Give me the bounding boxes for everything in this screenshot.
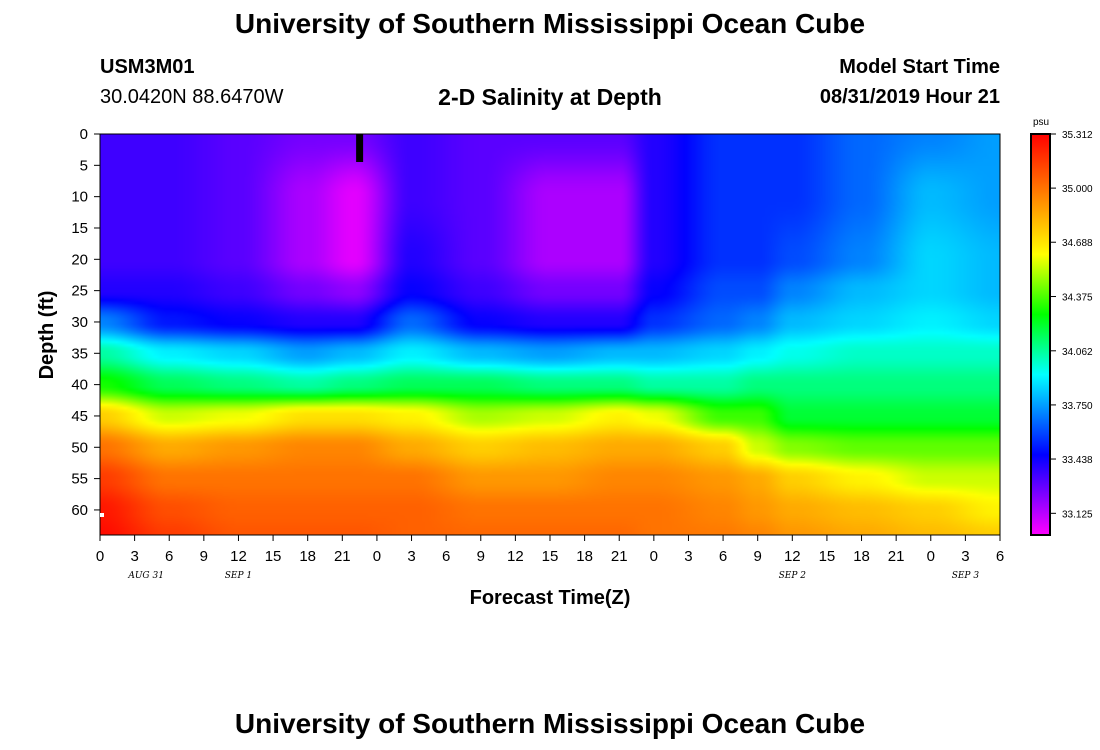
y-tick-label: 35 (71, 345, 88, 362)
station-id: USM3M01 (100, 56, 195, 78)
colorbar-label: 33.438 (1062, 455, 1093, 466)
date-label: SEP 1 (225, 571, 252, 581)
x-tick-label: 15 (542, 548, 559, 565)
model-start-value: 08/31/2019 Hour 21 (819, 86, 1000, 108)
y-tick-label: 5 (80, 157, 88, 174)
x-axis-title: Forecast Time(Z) (470, 587, 631, 609)
y-axis-title: Depth (ft) (36, 291, 58, 380)
x-tick-label: 12 (784, 548, 801, 565)
x-tick-label: 15 (819, 548, 836, 565)
x-tick-label: 9 (200, 548, 208, 565)
x-tick-label: 3 (684, 548, 692, 565)
footer-title: University of Southern Mississippi Ocean… (234, 708, 866, 739)
y-tick-label: 60 (71, 502, 88, 519)
x-tick-label: 15 (265, 548, 282, 565)
salinity-heatmap (100, 134, 1000, 535)
date-label: SEP 3 (952, 571, 980, 581)
x-tick-label: 18 (576, 548, 593, 565)
x-tick-label: 6 (442, 548, 450, 565)
colorbar-unit: psu (1033, 117, 1049, 128)
y-tick-label: 15 (71, 220, 88, 237)
y-tick-label: 50 (71, 439, 88, 456)
y-tick-label: 40 (71, 377, 88, 394)
station-coordinates: 30.0420N 88.6470W (100, 86, 284, 108)
current-time-marker (356, 134, 364, 162)
x-tick-label: 0 (650, 548, 658, 565)
x-tick-label: 21 (334, 548, 351, 565)
y-tick-label: 0 (80, 126, 88, 143)
y-tick-label: 10 (71, 189, 88, 206)
colorbar-ticks: 35.312 35.000 34.688 34.375 34.062 33.750 33.4… (1050, 130, 1093, 520)
surface-marker (100, 513, 104, 517)
colorbar-label: 34.375 (1062, 293, 1093, 304)
colorbar-label: 33.750 (1062, 401, 1093, 412)
x-axis-ticks: 0 3 6 9 12 15 18 21 0 3 6 9 12 15 18 21 0 3 6 9 12 15 18 21 0 3 6 (96, 535, 1004, 565)
x-tick-label: 21 (888, 548, 905, 565)
colorbar (1030, 133, 1051, 536)
colorbar-label: 34.062 (1062, 347, 1093, 358)
x-tick-label: 9 (754, 548, 762, 565)
date-label: SEP 2 (779, 571, 807, 581)
page-title: University of Southern Mississippi Ocean… (234, 8, 866, 39)
colorbar-label: 33.125 (1062, 509, 1093, 520)
date-labels: AUG 31 SEP 1 SEP 2 SEP 3 (127, 571, 979, 581)
x-tick-label: 12 (230, 548, 247, 565)
x-tick-label: 0 (927, 548, 935, 565)
x-tick-label: 12 (507, 548, 524, 565)
y-tick-label: 45 (71, 408, 88, 425)
y-tick-label: 30 (71, 314, 88, 331)
colorbar-label: 35.000 (1062, 184, 1093, 195)
x-tick-label: 21 (611, 548, 628, 565)
date-label: AUG 31 (127, 571, 164, 581)
y-axis-ticks: 0 5 10 15 20 25 30 35 40 45 50 55 60 (71, 126, 100, 519)
x-tick-label: 6 (165, 548, 173, 565)
x-tick-label: 6 (996, 548, 1004, 565)
x-tick-label: 0 (96, 548, 104, 565)
model-start-label: Model Start Time (839, 56, 1000, 78)
colorbar-label: 34.688 (1062, 238, 1093, 249)
y-tick-label: 25 (71, 283, 88, 300)
x-tick-label: 6 (719, 548, 727, 565)
chart-title: 2-D Salinity at Depth (438, 84, 662, 110)
x-tick-label: 3 (961, 548, 969, 565)
x-tick-label: 9 (477, 548, 485, 565)
x-tick-label: 0 (373, 548, 381, 565)
y-tick-label: 55 (71, 471, 88, 488)
y-tick-label: 20 (71, 251, 88, 268)
x-tick-label: 3 (407, 548, 415, 565)
x-tick-label: 18 (299, 548, 316, 565)
x-tick-label: 18 (853, 548, 870, 565)
colorbar-label: 35.312 (1062, 130, 1093, 141)
x-tick-label: 3 (130, 548, 138, 565)
